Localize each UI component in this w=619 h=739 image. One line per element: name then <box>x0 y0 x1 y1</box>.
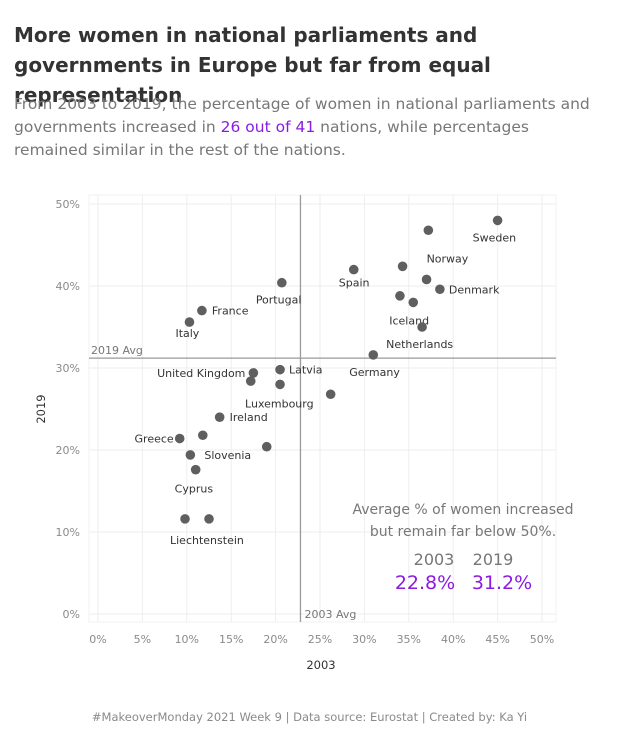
point-label: Sweden <box>473 231 516 244</box>
y-axis-title: 2019 <box>34 394 48 423</box>
data-point <box>368 350 379 360</box>
y-tick-label: 50% <box>56 198 80 211</box>
point-label: United Kingdom <box>157 367 245 380</box>
avg-2003-label: 2003 Avg <box>304 608 356 621</box>
point-label: Luxembourg <box>245 397 314 410</box>
data-point <box>408 297 419 308</box>
data-point <box>397 261 408 272</box>
point-label: Norway <box>427 252 469 265</box>
chart-subtitle: From 2003 to 2019, the percentage of wom… <box>14 93 604 162</box>
x-tick-label: 30% <box>352 633 376 646</box>
x-tick-label: 0% <box>89 633 106 646</box>
x-tick-label: 25% <box>308 633 332 646</box>
data-point <box>245 376 256 386</box>
point-label: Spain <box>339 277 370 290</box>
annotation-value-2019: 31.2% <box>472 572 532 594</box>
data-point <box>197 305 207 316</box>
x-tick-label: 10% <box>175 633 199 646</box>
footer-credits: #MakeoverMonday 2021 Week 9 | Data sourc… <box>91 710 528 724</box>
data-point <box>348 264 359 275</box>
y-tick-label: 20% <box>56 444 80 457</box>
data-point <box>174 433 185 444</box>
data-point <box>184 317 195 327</box>
data-point <box>277 277 287 288</box>
point-label: France <box>212 305 249 318</box>
x-tick-label: 50% <box>530 633 554 646</box>
x-tick-label: 35% <box>397 633 421 646</box>
point-label: Denmark <box>449 283 500 296</box>
data-point <box>197 430 208 441</box>
plot-area <box>88 194 557 623</box>
annotation-line-2: but remain far below 50%. <box>370 524 556 540</box>
point-label: Germany <box>349 366 400 379</box>
point-label: Cyprus <box>175 483 214 496</box>
annotation-year-2019: 2019 <box>473 550 514 569</box>
subtitle-highlight: 26 out of 41 <box>220 118 316 136</box>
x-tick-label: 5% <box>134 633 151 646</box>
subtitle-text-before: From 2003 to 2019, the percentage of wom… <box>14 95 590 136</box>
annotation-year-2003: 2003 <box>414 550 455 569</box>
y-tick-label: 0% <box>63 608 80 621</box>
data-point <box>325 389 336 400</box>
annotation-value-2003: 22.8% <box>395 572 455 594</box>
point-label: Italy <box>175 327 199 340</box>
subtitle-text-after: nations, while percentages remained simi… <box>14 118 529 159</box>
data-point <box>395 291 405 301</box>
data-point <box>180 514 190 524</box>
point-label: Netherlands <box>386 338 453 351</box>
data-point <box>423 225 434 236</box>
y-tick-label: 10% <box>56 526 80 539</box>
y-tick-label: 40% <box>56 280 80 293</box>
x-axis-title: 2003 <box>306 658 335 672</box>
chart-title: More women in national parliaments and g… <box>14 23 491 107</box>
point-label: Slovenia <box>204 449 251 462</box>
data-point <box>275 364 285 375</box>
data-point <box>261 441 272 452</box>
x-tick-label: 20% <box>263 633 287 646</box>
x-tick-label: 15% <box>219 633 243 646</box>
scatter-chart: 0% 10% 20% 30% 40% 50% 0% 5% 10% 15% 20% 25% 30% 35% 4… <box>34 194 574 672</box>
data-point <box>275 379 285 390</box>
point-label: Portugal <box>256 294 302 307</box>
point-label: Latvia <box>289 364 323 377</box>
point-label: Ireland <box>230 411 268 424</box>
data-point <box>421 274 432 285</box>
data-point <box>190 464 201 475</box>
data-point <box>248 368 259 378</box>
annotation-line-1: Average % of women increased <box>352 502 573 518</box>
avg-2019-label: 2019 Avg <box>91 344 143 357</box>
y-tick-label: 30% <box>56 362 80 375</box>
point-label: Liechtenstein <box>170 534 244 547</box>
data-point <box>204 514 214 524</box>
x-tick-label: 45% <box>485 633 509 646</box>
data-point <box>492 215 503 226</box>
data-point <box>214 412 225 423</box>
point-label: Greece <box>135 433 174 446</box>
x-tick-label: 40% <box>441 633 465 646</box>
data-point <box>417 322 427 332</box>
data-point <box>185 450 196 460</box>
data-point <box>435 284 445 295</box>
